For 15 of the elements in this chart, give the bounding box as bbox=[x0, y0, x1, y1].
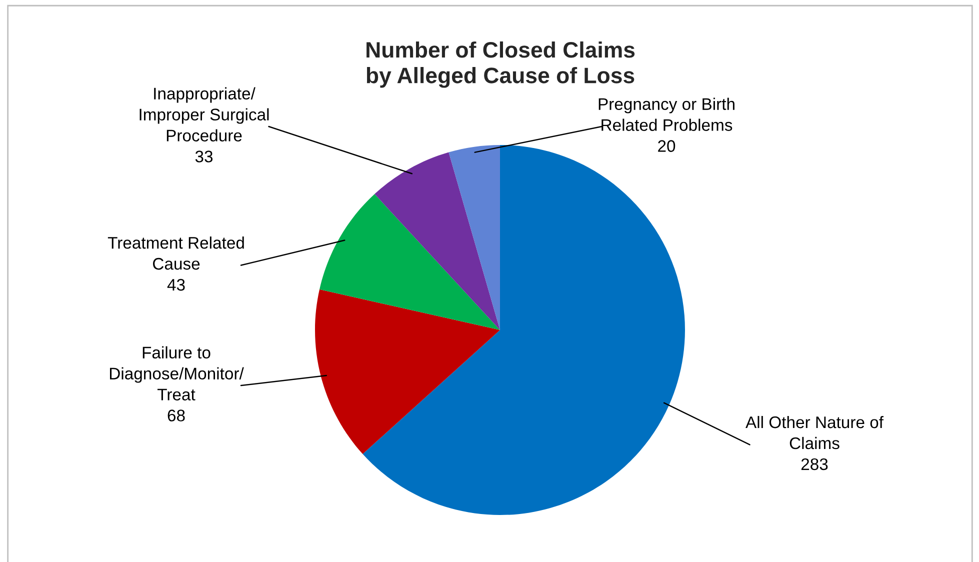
data-label: 68 bbox=[168, 410, 185, 422]
data-label: 283 bbox=[801, 458, 828, 470]
slice-label: All Other Nature of Claims bbox=[746, 416, 884, 450]
data-label: 33 bbox=[195, 150, 213, 162]
pie-slice bbox=[320, 194, 500, 330]
slice-label: Failure to Diagnose/Monitor/ Treat bbox=[110, 346, 244, 400]
data-label: 43 bbox=[167, 278, 185, 291]
pie-slice bbox=[448, 145, 500, 330]
pie-slice bbox=[315, 289, 500, 454]
chart-title: Number of Closed Claims by Alleged Cause of Loss bbox=[366, 41, 635, 88]
data-label: 20 bbox=[658, 140, 676, 152]
slice-label: Pregnancy or Birth Related Problems bbox=[598, 98, 734, 131]
slice-label: Treatment Related Cause bbox=[108, 236, 244, 270]
pie-slice bbox=[374, 152, 500, 330]
slice-label: Inappropriate/ Improper Surgical Procedure bbox=[140, 87, 269, 142]
